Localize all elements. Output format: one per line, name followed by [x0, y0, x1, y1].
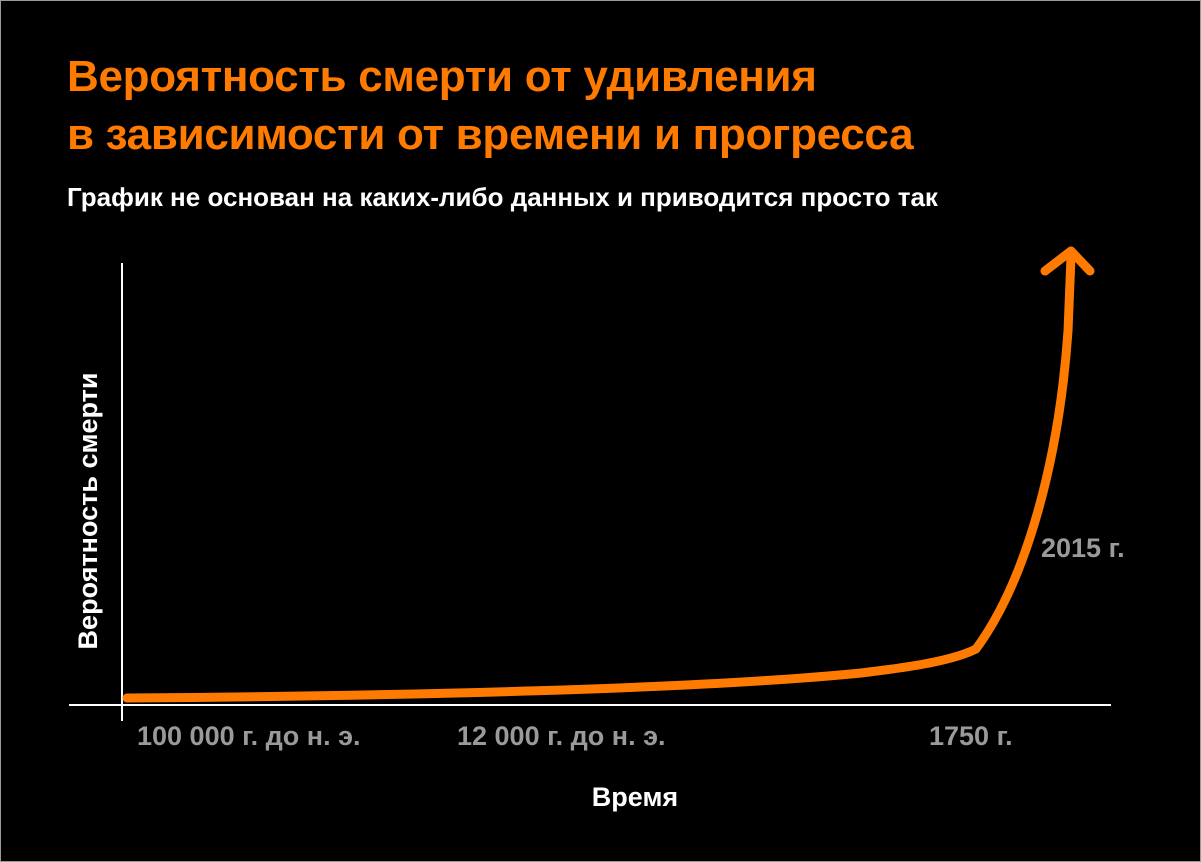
x-tick-label: 1750 г. — [929, 721, 1013, 751]
chart-subtitle: График не основан на каких-либо данных и… — [67, 182, 938, 212]
annotation-2015: 2015 г. — [1041, 533, 1125, 563]
x-tick-label: 100 000 г. до н. э. — [137, 721, 361, 751]
series-arrowhead — [1040, 246, 1095, 276]
series-line — [122, 252, 1076, 703]
y-axis-label: Вероятность смерти — [73, 373, 103, 650]
x-tick-label: 12 000 г. до н. э. — [457, 721, 666, 751]
x-axis-label: Время — [592, 782, 678, 812]
chart-title-line-1: Вероятность смерти от удивления — [67, 52, 817, 101]
chart-title-line-2: в зависимости от времени и прогресса — [67, 110, 914, 159]
